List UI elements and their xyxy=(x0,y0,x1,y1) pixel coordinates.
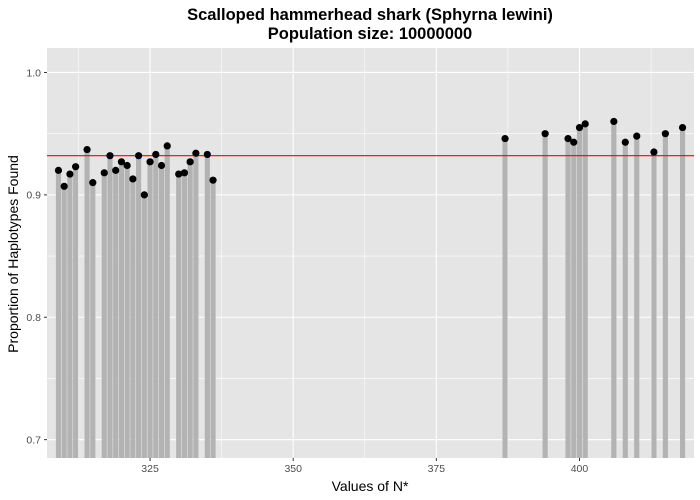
point-series xyxy=(54,117,687,199)
y-tick-label: 0.8 xyxy=(26,312,41,324)
data-point xyxy=(541,130,549,138)
data-point xyxy=(89,179,97,187)
bar xyxy=(136,155,142,459)
data-point xyxy=(54,166,63,174)
data-point xyxy=(100,169,108,177)
y-tick-label: 0.9 xyxy=(26,190,41,202)
data-point xyxy=(610,117,618,126)
x-axis-title: Values of N* xyxy=(332,478,409,494)
data-point xyxy=(135,152,143,160)
x-tick-label: 375 xyxy=(428,463,446,475)
data-point xyxy=(66,170,74,178)
bar xyxy=(651,152,657,458)
x-tick-label: 400 xyxy=(571,463,589,475)
bar xyxy=(181,172,187,458)
data-point xyxy=(163,142,171,150)
data-point xyxy=(60,182,68,190)
bar xyxy=(634,136,640,459)
data-point xyxy=(678,123,687,132)
data-point xyxy=(146,158,154,166)
bar xyxy=(113,170,119,458)
data-point xyxy=(112,166,120,174)
bar xyxy=(582,123,588,458)
bar xyxy=(153,154,159,459)
bar xyxy=(55,170,62,458)
data-point xyxy=(152,150,160,159)
data-point xyxy=(209,176,217,184)
data-point xyxy=(83,145,91,154)
data-point xyxy=(106,152,114,160)
bar xyxy=(158,165,165,458)
data-point xyxy=(501,134,509,143)
data-point xyxy=(157,161,166,170)
data-point xyxy=(186,158,194,166)
bar xyxy=(90,182,96,458)
bar-series xyxy=(55,121,686,459)
bar xyxy=(176,174,182,459)
y-axis: 0.7 0.8 0.9 1.0 xyxy=(26,67,47,446)
x-tick-label: 325 xyxy=(141,463,159,475)
data-point xyxy=(203,150,211,159)
data-point xyxy=(175,170,183,178)
bar xyxy=(611,121,617,459)
chart-title: Scalloped hammerhead shark (Sphyrna lewi… xyxy=(187,6,553,24)
bar xyxy=(193,153,199,459)
data-point xyxy=(570,138,578,146)
data-point xyxy=(180,169,189,177)
data-point xyxy=(72,163,80,171)
bar xyxy=(101,172,107,458)
data-point xyxy=(117,158,126,166)
data-point xyxy=(581,120,589,128)
bar xyxy=(73,166,79,458)
data-point xyxy=(633,132,641,140)
data-point xyxy=(192,149,200,157)
y-tick-label: 0.7 xyxy=(26,434,41,446)
bar xyxy=(565,138,571,458)
bar xyxy=(107,155,113,459)
bar xyxy=(187,161,193,458)
bar xyxy=(542,133,548,459)
bar xyxy=(164,145,170,458)
bar xyxy=(204,154,210,459)
data-point xyxy=(650,148,658,156)
x-tick-label: 350 xyxy=(284,463,302,475)
data-point xyxy=(140,191,148,199)
y-axis-title: Proportion of Haplotypes Found xyxy=(5,155,21,353)
x-axis: 325 350 375 400 xyxy=(141,458,588,475)
bar xyxy=(576,127,583,458)
data-point xyxy=(564,134,572,143)
bar xyxy=(118,161,125,458)
data-point xyxy=(123,161,131,170)
bar xyxy=(61,186,67,458)
bar xyxy=(130,178,136,458)
bar xyxy=(662,133,668,459)
bar xyxy=(622,142,628,458)
bar xyxy=(571,142,577,458)
bar xyxy=(67,174,73,459)
bar xyxy=(147,161,153,458)
data-point xyxy=(129,175,137,183)
bar xyxy=(502,138,508,458)
bar xyxy=(124,165,130,458)
data-point xyxy=(575,123,584,132)
bar xyxy=(679,127,686,458)
chart-subtitle: Population size: 10000000 xyxy=(268,25,473,43)
data-point xyxy=(621,138,629,146)
y-tick-label: 1.0 xyxy=(26,67,41,79)
bar xyxy=(141,194,147,459)
data-point xyxy=(661,130,669,138)
bar xyxy=(84,149,90,458)
bar xyxy=(210,180,216,458)
